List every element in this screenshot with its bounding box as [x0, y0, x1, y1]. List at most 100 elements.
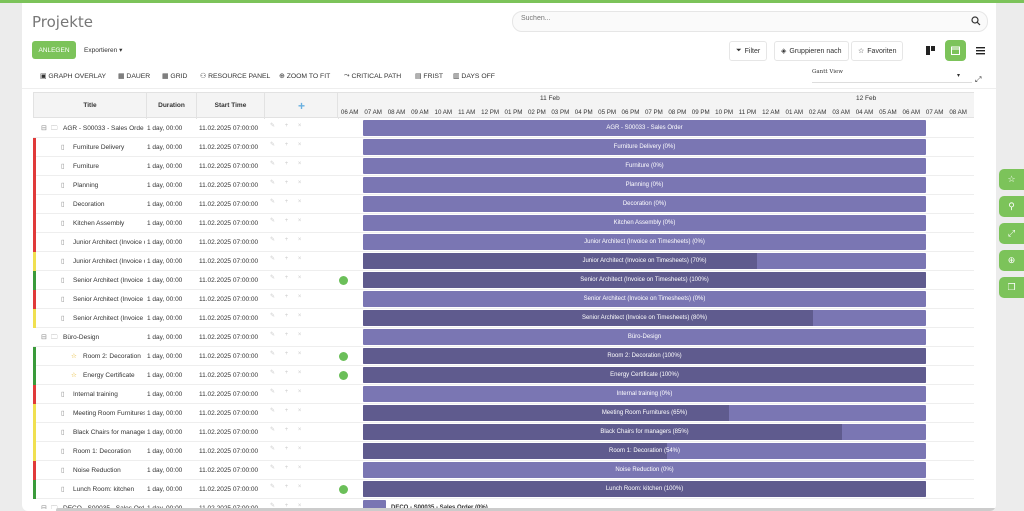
side-expand-button[interactable]: ⤢ [999, 223, 1024, 244]
gantt-bar[interactable]: Senior Architect (Invoice on Timesheets)… [363, 310, 926, 326]
gantt-bar[interactable]: DECO - S00035 - Sales Order (0%) [363, 500, 488, 509]
gantt-bar[interactable]: Energy Certificate (100%) [363, 367, 926, 383]
expand-icon[interactable]: ⤢ [975, 75, 982, 84]
col-duration-header[interactable]: Duration [147, 93, 197, 119]
search-input[interactable] [521, 15, 961, 22]
task-row[interactable]: ▯ Meeting Room Furnitures 1 day, 00:00 11.0… [33, 404, 974, 423]
gantt-bar[interactable]: Senior Architect (Invoice on Timesheets)… [363, 272, 926, 288]
row-action-icons[interactable]: ✎ + × [270, 275, 306, 281]
first-button[interactable]: ▤ FRIST [415, 72, 443, 81]
side-favorite-button[interactable]: ☆ [999, 169, 1024, 190]
horizontal-scrollbar[interactable] [56, 508, 996, 511]
gantt-bar[interactable]: Senior Architect (Invoice on Timesheets)… [363, 291, 926, 307]
favorites-button[interactable]: ☆ Favoriten [851, 41, 904, 61]
group-row[interactable]: ⊟ 🗀 Büro-Design 1 day, 00:00 11.02.2025 07:0… [33, 328, 974, 347]
task-row[interactable]: ☆ Room 2: Decoration 1 day, 00:00 11.02.202… [33, 347, 974, 366]
row-action-icons[interactable]: ✎ + × [270, 427, 306, 433]
row-action-icons[interactable]: ✎ + × [270, 446, 306, 452]
task-row[interactable]: ▯ Black Chairs for managers 1 day, 00:00 11… [33, 423, 974, 442]
gantt-bar[interactable]: AGR - S00033 - Sales Order [363, 120, 926, 136]
task-row[interactable]: ▯ Senior Architect (Invoice on Timesheets… [33, 290, 974, 309]
gantt-bar[interactable]: Black Chairs for managers (85%) [363, 424, 926, 440]
zoom-to-fit-button[interactable]: ⊕ ZOOM TO FIT [279, 72, 330, 81]
row-action-icons[interactable]: ✎ + × [270, 503, 306, 509]
row-action-icons[interactable]: ✎ + × [270, 370, 306, 376]
task-row[interactable]: ▯ Senior Architect (Invoice on Timesheets… [33, 271, 974, 290]
gantt-bar[interactable]: Furniture (0%) [363, 158, 926, 174]
gantt-bar[interactable]: Internal training (0%) [363, 386, 926, 402]
days-off-button[interactable]: ▥ DAYS OFF [453, 72, 495, 81]
row-action-icons[interactable]: ✎ + × [270, 484, 306, 490]
col-title-header[interactable]: Title [34, 93, 147, 119]
view-kanban-button[interactable] [920, 40, 941, 61]
row-action-icons[interactable]: ✎ + × [270, 408, 306, 414]
group-by-button[interactable]: ◈ Gruppieren nach [774, 41, 849, 61]
search-box[interactable] [512, 11, 988, 32]
side-bookmark-button[interactable]: ❒ [999, 277, 1024, 298]
gantt-bar[interactable]: Lunch Room: kitchen (100%) [363, 481, 926, 497]
gantt-bar[interactable]: Kitchen Assembly (0%) [363, 215, 926, 231]
row-action-icons[interactable]: ✎ + × [270, 123, 306, 129]
gantt-bar[interactable]: Furniture Delivery (0%) [363, 139, 926, 155]
add-button[interactable]: ANLEGEN [32, 41, 76, 59]
task-row[interactable]: ▯ Planning 1 day, 00:00 11.02.2025 07:00:00… [33, 176, 974, 195]
hour-label: 06 PM [621, 109, 640, 116]
task-row[interactable]: ▯ Furniture Delivery 1 day, 00:00 11.02.202… [33, 138, 974, 157]
row-action-icons[interactable]: ✎ + × [270, 180, 306, 186]
group-row[interactable]: ⊟ 🗀 AGR - S00033 - Sales Order 1 day, 00:00… [33, 119, 974, 138]
group-row[interactable]: ⊟ 🗀 DECO - S00035 - Sales Order 1 day, 00:0… [33, 499, 974, 509]
collapse-toggle-icon[interactable]: ⊟ [41, 505, 47, 509]
view-list-button[interactable] [970, 40, 991, 61]
task-row[interactable]: ▯ Lunch Room: kitchen 1 day, 00:00 11.02.20… [33, 480, 974, 499]
export-dropdown[interactable]: Exportieren ▾ [78, 41, 129, 59]
grid-button[interactable]: ▦ GRID [162, 72, 187, 81]
gantt-bar[interactable]: Junior Architect (Invoice on Timesheets)… [363, 253, 926, 269]
task-row[interactable]: ☆ Energy Certificate 1 day, 00:00 11.02.202… [33, 366, 974, 385]
gantt-view-select[interactable]: ▾ [812, 73, 972, 83]
side-zoom-button[interactable]: ⊕ [999, 250, 1024, 271]
star-icon[interactable]: ☆ [71, 372, 77, 379]
task-row[interactable]: ▯ Kitchen Assembly 1 day, 00:00 11.02.2025 … [33, 214, 974, 233]
add-task-icon[interactable]: + [265, 93, 339, 119]
collapse-toggle-icon[interactable]: ⊟ [41, 334, 47, 341]
task-row[interactable]: ▯ Room 1: Decoration 1 day, 00:00 11.02.202… [33, 442, 974, 461]
row-action-icons[interactable]: ✎ + × [270, 237, 306, 243]
critical-path-button[interactable]: ⤳ CRITICAL PATH [344, 72, 401, 80]
gantt-bar[interactable]: Room 2: Decoration (100%) [363, 348, 926, 364]
collapse-toggle-icon[interactable]: ⊟ [41, 125, 47, 132]
row-action-icons[interactable]: ✎ + × [270, 161, 306, 167]
row-action-icons[interactable]: ✎ + × [270, 389, 306, 395]
row-action-icons[interactable]: ✎ + × [270, 256, 306, 262]
row-action-icons[interactable]: ✎ + × [270, 313, 306, 319]
gantt-bar[interactable]: Planning (0%) [363, 177, 926, 193]
resource-panel-button[interactable]: ⚇ RESOURCE PANEL [200, 72, 270, 81]
task-row[interactable]: ▯ Noise Reduction 1 day, 00:00 11.02.2025 0… [33, 461, 974, 480]
row-action-icons[interactable]: ✎ + × [270, 294, 306, 300]
task-row[interactable]: ▯ Furniture 1 day, 00:00 11.02.2025 07:00:0… [33, 157, 974, 176]
gantt-bar[interactable]: Junior Architect (Invoice on Timesheets)… [363, 234, 926, 250]
row-action-icons[interactable]: ✎ + × [270, 199, 306, 205]
side-search-button[interactable]: ⚲ [999, 196, 1024, 217]
task-row[interactable]: ▯ Junior Architect (Invoice on Timesheets… [33, 252, 974, 271]
gantt-bar[interactable]: Noise Reduction (0%) [363, 462, 926, 478]
task-row[interactable]: ▯ Junior Architect (Invoice on Timesheets… [33, 233, 974, 252]
filter-button[interactable]: ⏷ Filter [729, 41, 768, 61]
row-action-icons[interactable]: ✎ + × [270, 142, 306, 148]
gantt-bar[interactable]: Room 1: Decoration (54%) [363, 443, 926, 459]
search-icon[interactable] [971, 16, 981, 26]
view-gantt-button[interactable] [945, 40, 966, 61]
row-action-icons[interactable]: ✎ + × [270, 332, 306, 338]
graph-overlay-button[interactable]: ▣ GRAPH OVERLAY [40, 72, 106, 81]
gantt-bar[interactable]: Büro-Design [363, 329, 926, 345]
col-start-header[interactable]: Start Time [197, 93, 265, 119]
task-row[interactable]: ▯ Senior Architect (Invoice on Timesheets… [33, 309, 974, 328]
task-row[interactable]: ▯ Internal training 1 day, 00:00 11.02.2025… [33, 385, 974, 404]
row-action-icons[interactable]: ✎ + × [270, 465, 306, 471]
duration-button[interactable]: ▦ DAUER [118, 72, 150, 81]
gantt-bar[interactable]: Decoration (0%) [363, 196, 926, 212]
gantt-bar[interactable]: Meeting Room Furnitures (65%) [363, 405, 926, 421]
star-icon[interactable]: ☆ [71, 353, 77, 360]
row-action-icons[interactable]: ✎ + × [270, 218, 306, 224]
task-row[interactable]: ▯ Decoration 1 day, 00:00 11.02.2025 07:00:… [33, 195, 974, 214]
row-action-icons[interactable]: ✎ + × [270, 351, 306, 357]
